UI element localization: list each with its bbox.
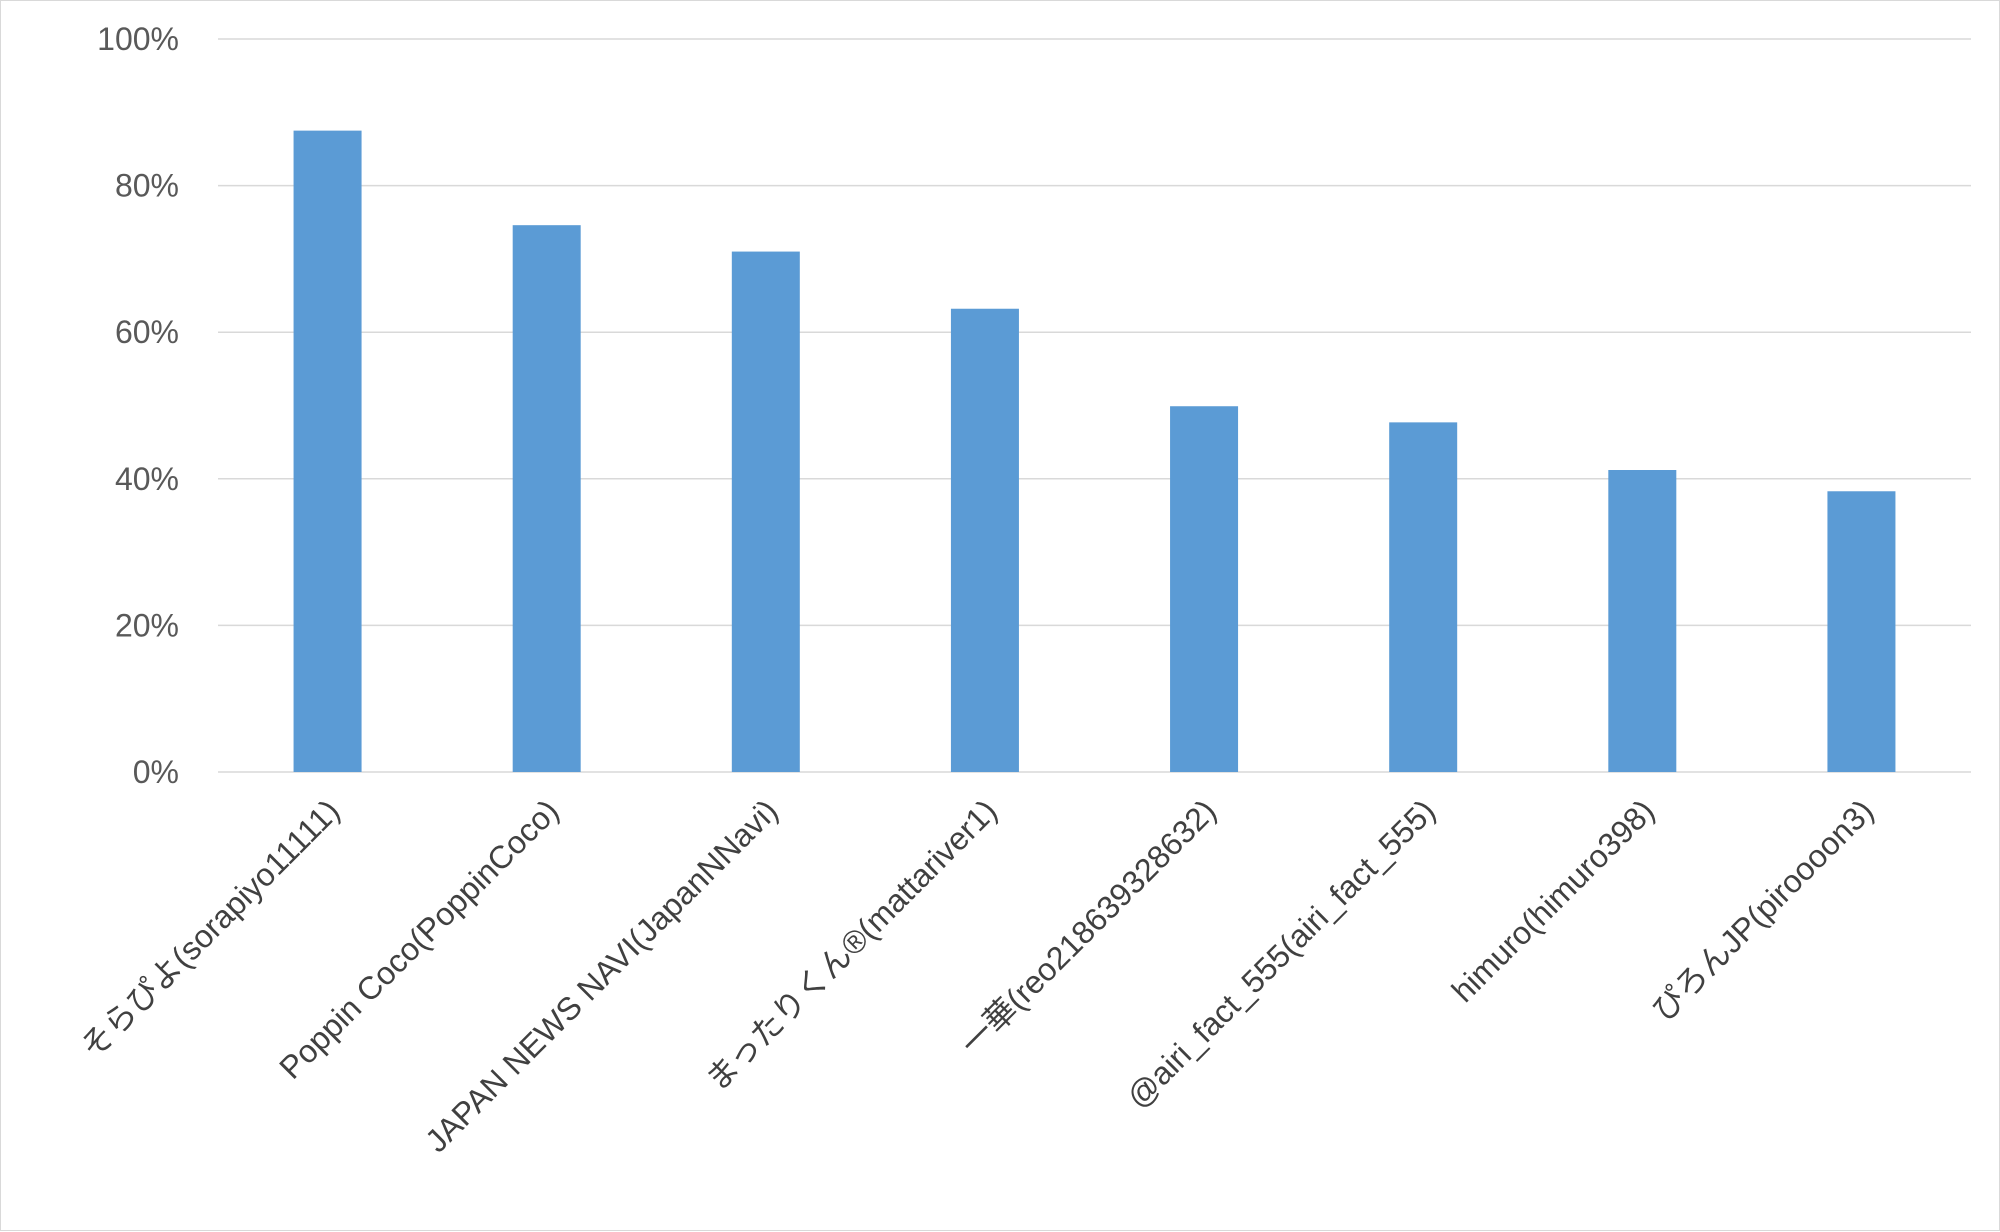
gridlines — [218, 38, 1971, 773]
x-category-label: そらぴよ(sorapiyo11111) — [74, 792, 347, 1065]
x-category-label: himuro(himuro398) — [1445, 792, 1662, 1009]
bar — [950, 308, 1019, 772]
bar — [1170, 406, 1239, 772]
y-tick-label: 0% — [133, 754, 179, 790]
bar — [731, 251, 800, 772]
bars — [293, 130, 1896, 772]
bar — [293, 130, 362, 772]
y-tick-label: 40% — [115, 461, 179, 497]
y-axis-ticks: 0% 20% 40% 60% 80% 100% — [97, 21, 179, 790]
y-tick-label: 20% — [115, 607, 179, 643]
x-axis-labels: そらぴよ(sorapiyo11111)Poppin Coco(PoppinCoc… — [74, 792, 1881, 1159]
y-tick-label: 100% — [97, 21, 179, 57]
bar — [1389, 422, 1458, 772]
x-category-label: ぴろんJP(piroooon3) — [1645, 792, 1880, 1027]
bar — [512, 225, 581, 772]
y-tick-label: 60% — [115, 314, 179, 350]
x-category-label: JAPAN NEWS NAVI(JapanNNavi) — [418, 792, 785, 1159]
bar — [1608, 470, 1677, 772]
bar — [1827, 491, 1896, 772]
y-tick-label: 80% — [115, 168, 179, 204]
x-category-label: 一華(reo21863932863​2) — [954, 792, 1224, 1062]
